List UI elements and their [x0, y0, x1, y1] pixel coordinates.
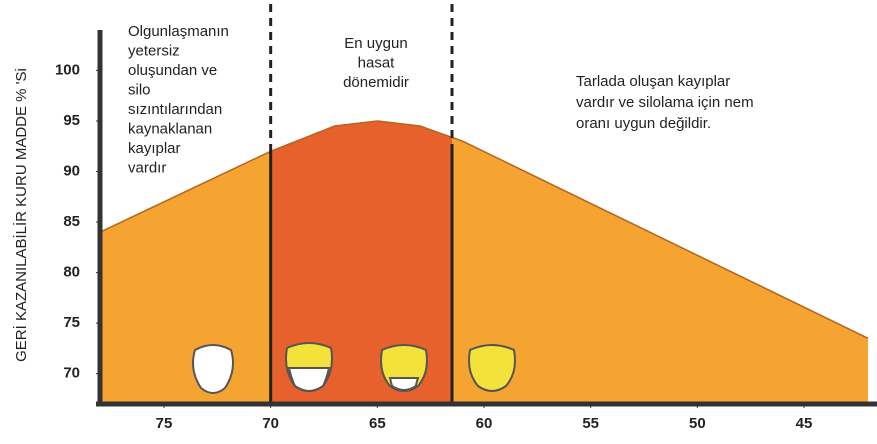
annotation-line: oranı uygun değildir. — [576, 115, 711, 132]
annotation-line: dönemidir — [343, 74, 409, 91]
x-tick-label: 50 — [689, 415, 706, 432]
x-tick-label: 65 — [369, 415, 386, 432]
annotation-line: oluşundan ve — [128, 62, 217, 79]
annotation-line: Tarlada oluşan kayıplar — [576, 73, 730, 90]
y-axis-label: GERİ KAZANILABİLİR KURU MADDE % 'Si — [12, 68, 30, 362]
annotation-line: kaynaklanan — [128, 120, 212, 137]
x-tick-label: 70 — [262, 415, 279, 432]
y-tick-label: 85 — [63, 213, 80, 230]
annotation-line: yetersiz — [128, 42, 180, 59]
annotation-line: En uygun — [344, 35, 407, 52]
annotation-line: hasat — [358, 54, 396, 71]
y-tick-label: 90 — [63, 162, 80, 179]
y-tick-label: 75 — [63, 314, 80, 331]
x-tick-label: 45 — [796, 415, 813, 432]
annotation-line: kayıplar — [128, 140, 181, 157]
annotation-line: Olgunlaşmanın — [128, 23, 229, 40]
annotation-line: vardır ve silolama için nem — [576, 94, 754, 111]
x-tick-label: 60 — [476, 415, 493, 432]
annotation-line: sızıntılarından — [128, 101, 222, 118]
chart: 100 95 90 85 80 75 70 75 70 65 60 55 50 45 GERİ KAZANI… — [0, 0, 877, 444]
annotation-line: silo — [128, 81, 151, 98]
x-tick-label: 55 — [582, 415, 599, 432]
y-tick-label: 95 — [63, 112, 80, 129]
y-tick-label: 100 — [55, 61, 80, 78]
y-tick-label: 80 — [63, 264, 80, 281]
x-tick-label: 75 — [156, 415, 173, 432]
page: {"chart_data": {"type": "area", "y_label… — [0, 0, 877, 444]
annotation-line: vardır — [128, 159, 166, 176]
y-tick-label: 70 — [63, 365, 80, 382]
